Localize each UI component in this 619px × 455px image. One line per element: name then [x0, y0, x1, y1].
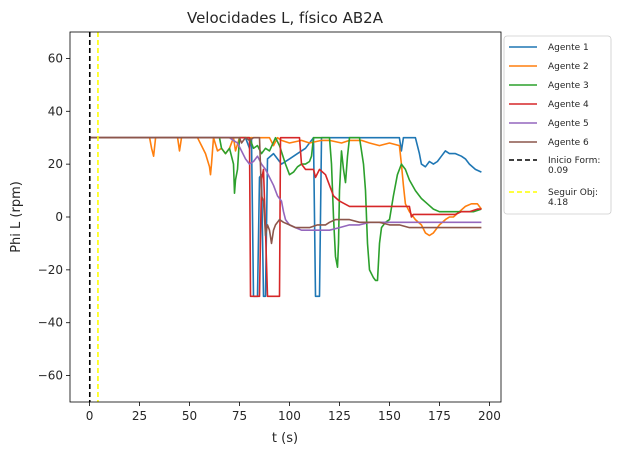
x-axis-label: t (s)	[272, 431, 298, 446]
legend-label-agente-3: Agente 3	[548, 81, 589, 91]
legend-label-seguir-obj: Seguir Obj: 4.18	[548, 188, 598, 208]
x-tick-label: 100	[278, 409, 301, 423]
x-tick-label: 125	[328, 409, 351, 423]
y-tick-label: 60	[48, 51, 63, 65]
series-line-agente-6	[89, 136, 482, 245]
legend-box	[503, 35, 612, 215]
series-line-agente-4	[89, 136, 482, 298]
plot-vlines	[88, 32, 99, 402]
x-tick-label: 0	[86, 409, 94, 423]
plot-series	[89, 136, 483, 298]
chart-title: Velocidades L, físico AB2A	[187, 9, 384, 27]
x-axis: 0 25 50 75 100 125 150 175 200	[86, 402, 501, 423]
x-tick-label: 200	[478, 409, 501, 423]
legend: Agente 1 Agente 2 Agente 3 Agente 4 Agente 5…	[503, 35, 612, 215]
series-line-agente-5	[89, 136, 482, 231]
y-axis-label: Phi L (rpm)	[9, 181, 24, 253]
legend-label-agente-2: Agente 2	[548, 62, 589, 72]
y-tick-label: −20	[38, 263, 63, 277]
y-tick-label: 20	[48, 157, 63, 171]
legend-label-agente-4: Agente 4	[548, 100, 589, 110]
series-line-agente-2	[89, 136, 483, 237]
y-axis: −60 −40 −20 0 20 40 60	[38, 51, 70, 383]
y-tick-label: 40	[48, 104, 63, 118]
x-tick-label: 50	[182, 409, 197, 423]
x-tick-label: 75	[232, 409, 247, 423]
y-tick-label: 0	[55, 210, 63, 224]
y-tick-label: −40	[38, 316, 63, 330]
legend-label-agente-5: Agente 5	[548, 119, 589, 129]
legend-label-inicio-form: Inicio Form: 0.09	[548, 156, 600, 176]
y-tick-label: −60	[38, 369, 63, 383]
series-line-agente-3	[89, 136, 482, 282]
x-tick-label: 175	[428, 409, 451, 423]
x-tick-label: 25	[132, 409, 147, 423]
legend-label-agente-6: Agente 6	[548, 138, 589, 148]
x-tick-label: 150	[378, 409, 401, 423]
legend-label-agente-1: Agente 1	[548, 43, 589, 53]
